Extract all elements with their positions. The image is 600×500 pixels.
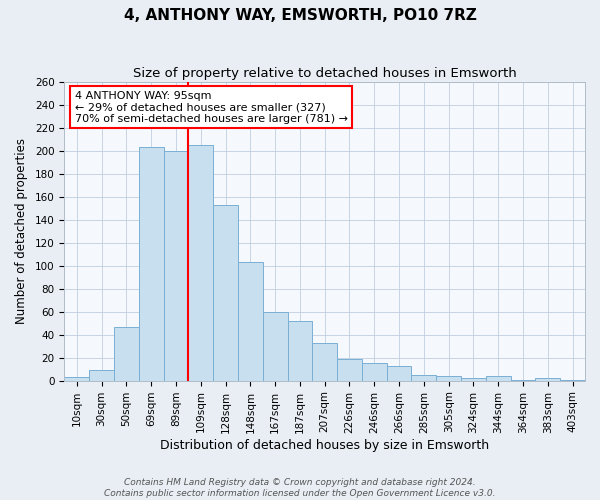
Bar: [139, 147, 164, 380]
Bar: [535, 378, 560, 380]
Bar: [64, 378, 89, 380]
Bar: [461, 378, 486, 380]
Y-axis label: Number of detached properties: Number of detached properties: [15, 138, 28, 324]
Bar: [164, 150, 188, 380]
Bar: [386, 366, 412, 380]
Bar: [238, 262, 263, 380]
Title: Size of property relative to detached houses in Emsworth: Size of property relative to detached ho…: [133, 68, 517, 80]
X-axis label: Distribution of detached houses by size in Emsworth: Distribution of detached houses by size …: [160, 440, 489, 452]
Bar: [436, 376, 461, 380]
Bar: [188, 145, 213, 380]
Bar: [114, 326, 139, 380]
Text: 4, ANTHONY WAY, EMSWORTH, PO10 7RZ: 4, ANTHONY WAY, EMSWORTH, PO10 7RZ: [124, 8, 476, 22]
Bar: [313, 343, 337, 380]
Text: Contains HM Land Registry data © Crown copyright and database right 2024.
Contai: Contains HM Land Registry data © Crown c…: [104, 478, 496, 498]
Bar: [287, 321, 313, 380]
Bar: [412, 375, 436, 380]
Text: 4 ANTHONY WAY: 95sqm
← 29% of detached houses are smaller (327)
70% of semi-deta: 4 ANTHONY WAY: 95sqm ← 29% of detached h…: [75, 90, 348, 124]
Bar: [486, 376, 511, 380]
Bar: [263, 312, 287, 380]
Bar: [337, 359, 362, 380]
Bar: [89, 370, 114, 380]
Bar: [362, 364, 386, 380]
Bar: [213, 204, 238, 380]
